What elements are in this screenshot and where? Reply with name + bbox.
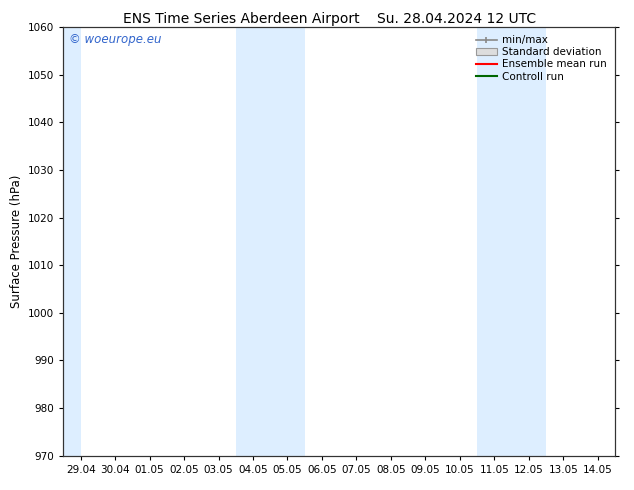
Text: Su. 28.04.2024 12 UTC: Su. 28.04.2024 12 UTC: [377, 12, 536, 26]
Bar: [63, 27, 81, 456]
Bar: [236, 27, 270, 456]
Y-axis label: Surface Pressure (hPa): Surface Pressure (hPa): [10, 174, 23, 308]
Legend: min/max, Standard deviation, Ensemble mean run, Controll run: min/max, Standard deviation, Ensemble me…: [473, 32, 610, 85]
Bar: [477, 27, 512, 456]
Text: © woeurope.eu: © woeurope.eu: [69, 33, 162, 47]
Text: ENS Time Series Aberdeen Airport: ENS Time Series Aberdeen Airport: [122, 12, 359, 26]
Bar: [512, 27, 546, 456]
Bar: [270, 27, 305, 456]
